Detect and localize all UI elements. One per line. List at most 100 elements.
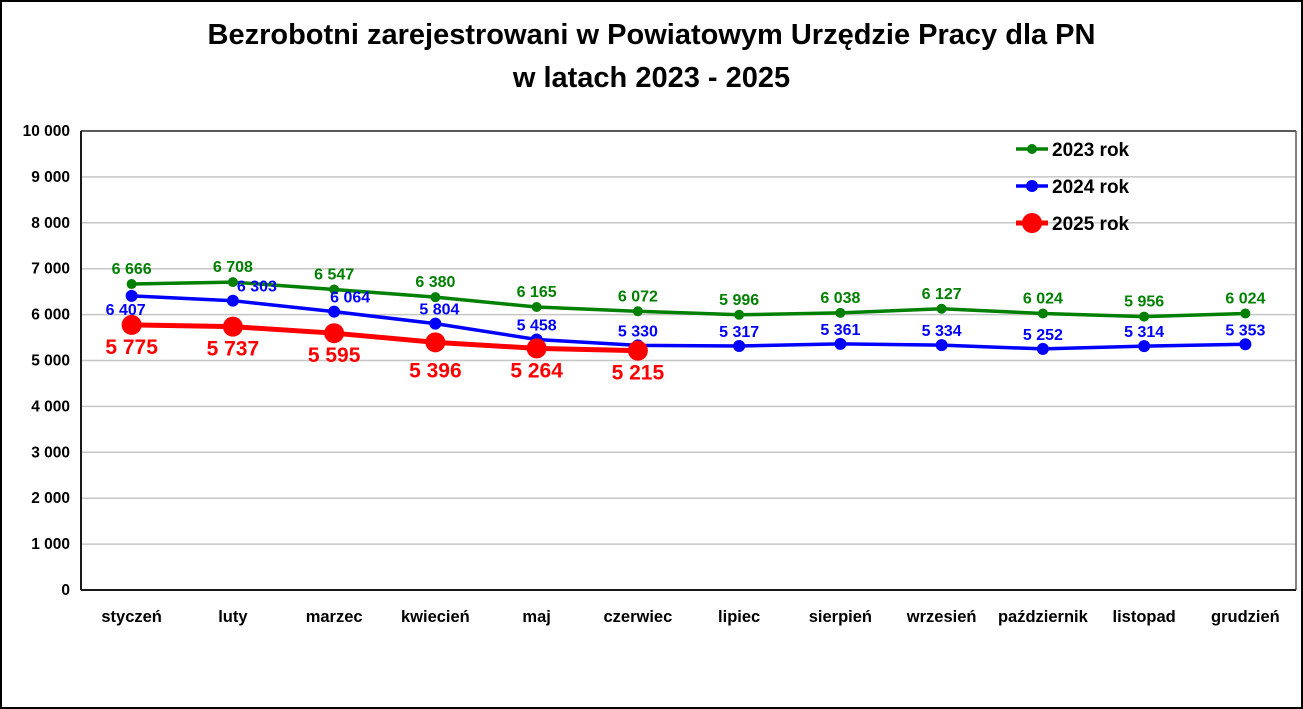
y-axis-tick-label: 8 000 (31, 215, 70, 232)
data-point-label: 5 396 (409, 359, 462, 382)
legend-label: 2023 rok (1052, 140, 1130, 161)
data-point-label: 5 996 (719, 292, 759, 309)
x-axis-category-label: styczeń (101, 608, 162, 626)
data-point (531, 302, 542, 313)
data-point-label: 6 024 (1225, 290, 1265, 307)
data-point-label: 5 956 (1124, 294, 1164, 311)
data-point (1239, 338, 1252, 351)
data-point-label: 5 353 (1225, 322, 1265, 339)
y-axis-tick-label: 10 000 (23, 123, 70, 140)
data-point (222, 316, 243, 337)
y-axis-tick-label: 1 000 (31, 536, 70, 553)
y-axis-tick-label: 5 000 (31, 353, 70, 370)
data-point (834, 337, 847, 350)
y-axis-tick-label: 0 (61, 582, 70, 599)
data-point (835, 307, 846, 318)
series-2025-rok: 5 775 5 737 5 595 5 396 5 264 5 215 (105, 314, 665, 385)
data-point (324, 323, 345, 344)
data-point-label: 6 547 (314, 266, 354, 283)
x-axis-category-label: czerwiec (603, 608, 672, 626)
y-axis-tick-label: 2 000 (31, 490, 70, 507)
chart-title-line1: Bezrobotni zarejestrowani w Powiatowym U… (207, 19, 1096, 51)
data-point (526, 338, 547, 359)
data-point (429, 317, 442, 330)
data-point (935, 339, 948, 352)
data-point-label: 5 361 (820, 322, 860, 339)
data-point (936, 303, 947, 314)
legend-circle-marker-icon (1026, 180, 1038, 192)
data-point-label: 5 314 (1124, 324, 1164, 341)
data-point-label: 5 252 (1023, 327, 1063, 344)
data-point (125, 289, 138, 302)
chart-title-line2: w latach 2023 - 2025 (512, 62, 791, 94)
data-point (430, 292, 441, 303)
data-point-label: 6 024 (1023, 290, 1063, 307)
y-axis-tick-labels: 0 1 000 2 000 3 000 4 000 5 000 6 000 7 000 8 00… (23, 123, 70, 599)
y-axis-tick-label: 6 000 (31, 307, 70, 324)
data-point-label: 5 737 (207, 338, 260, 361)
x-axis-category-label: marzec (306, 608, 363, 626)
data-point (121, 314, 142, 335)
y-axis-tick-label: 9 000 (31, 169, 70, 186)
data-point-label: 6 708 (213, 259, 253, 276)
data-point-label: 6 303 (237, 279, 277, 296)
data-point-label: 6 666 (112, 261, 152, 278)
legend-circle-marker-icon (1022, 213, 1042, 233)
data-point (1036, 342, 1049, 355)
data-point-label: 5 595 (308, 344, 361, 367)
data-point-label: 5 317 (719, 324, 759, 341)
data-point (1037, 308, 1048, 319)
chart-legend: 2023 rok 2024 rok 2025 rok (1016, 140, 1130, 235)
legend-label: 2024 rok (1052, 177, 1130, 198)
data-point (328, 305, 341, 318)
x-axis-category-label: październik (998, 608, 1089, 626)
data-point (627, 340, 648, 361)
x-axis-category-label: wrzesień (906, 608, 977, 626)
series-line (129, 294, 1248, 351)
data-point (632, 306, 643, 317)
data-point-label: 6 407 (106, 302, 146, 319)
legend-item-2024-rok: 2024 rok (1016, 177, 1130, 198)
data-point-label: 5 775 (105, 336, 158, 359)
x-axis-category-label: grudzień (1211, 608, 1280, 626)
x-axis-category-label: maj (522, 608, 550, 626)
data-point-label: 5 215 (612, 362, 665, 385)
data-point (425, 332, 446, 353)
x-axis-category-labels: styczeń luty marzec kwiecień maj czerwiec lipi… (101, 608, 1279, 626)
axes (80, 131, 1297, 591)
y-axis-tick-label: 3 000 (31, 444, 70, 461)
data-point-label: 5 264 (510, 359, 563, 382)
legend-item-2023-rok: 2023 rok (1016, 140, 1130, 161)
legend-label: 2025 rok (1052, 214, 1130, 235)
legend-item-2025-rok: 2025 rok (1016, 213, 1130, 235)
data-point (227, 277, 238, 288)
data-point-label: 5 458 (517, 317, 557, 334)
data-point-label: 6 064 (330, 290, 370, 307)
gridlines (81, 130, 1296, 545)
data-point-label: 6 127 (922, 286, 962, 303)
chart-title: Bezrobotni zarejestrowani w Powiatowym U… (2, 14, 1301, 100)
legend-circle-marker-icon (1027, 144, 1037, 154)
data-point-label: 6 380 (415, 274, 455, 291)
data-point-label: 5 330 (618, 323, 658, 340)
series-line (129, 322, 641, 354)
x-axis-category-label: sierpień (809, 608, 872, 626)
data-point (1240, 308, 1251, 319)
x-axis-category-label: kwiecień (401, 608, 470, 626)
data-point (126, 279, 137, 290)
data-point-label: 6 038 (820, 290, 860, 307)
series-2023-rok: 6 666 6 708 6 547 6 380 6 165 6 072 5 996 6 038… (112, 259, 1265, 322)
x-axis-category-label: listopad (1112, 608, 1175, 626)
y-axis-tick-label: 7 000 (31, 261, 70, 278)
data-point (1138, 340, 1151, 353)
series-2024-rok: 6 407 6 303 6 064 5 804 5 458 5 330 5 317 5 361… (106, 279, 1265, 355)
data-point (329, 284, 340, 295)
data-point (1139, 311, 1150, 322)
series-line (129, 280, 1248, 319)
data-point-label: 5 804 (419, 302, 459, 319)
data-point (734, 309, 745, 320)
y-axis-tick-label: 4 000 (31, 398, 70, 415)
data-point-label: 6 165 (517, 284, 557, 301)
